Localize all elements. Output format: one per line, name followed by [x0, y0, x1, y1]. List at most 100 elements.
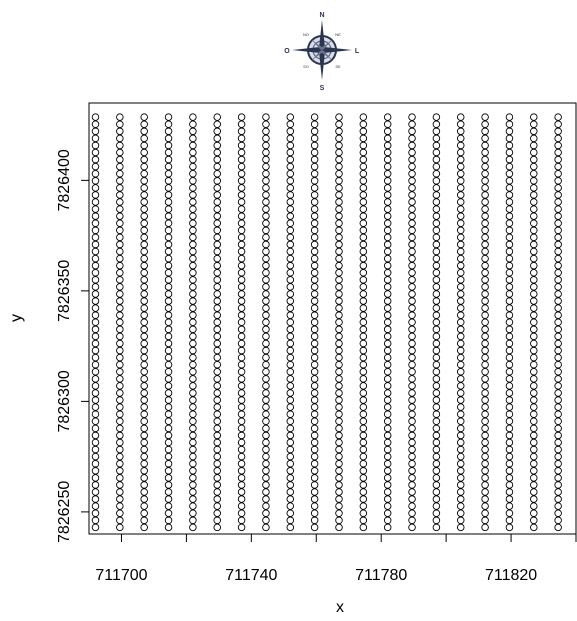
data-point — [383, 516, 392, 525]
data-point — [213, 184, 221, 192]
data-point — [456, 290, 465, 298]
data-point — [456, 502, 465, 510]
data-point — [505, 445, 514, 454]
data-point — [359, 120, 368, 128]
data-point — [359, 290, 368, 298]
data-point — [116, 283, 124, 291]
data-point — [383, 424, 392, 433]
data-point — [140, 226, 148, 235]
data-point — [432, 283, 441, 291]
data-point — [189, 219, 197, 227]
data-point — [505, 304, 514, 312]
data-point — [262, 396, 270, 404]
data-point — [91, 205, 100, 213]
data-point — [554, 254, 562, 263]
data-point — [554, 240, 562, 249]
data-point — [91, 431, 100, 440]
data-point — [213, 353, 221, 362]
data-point — [237, 389, 246, 397]
data-point — [91, 346, 100, 355]
data-point — [554, 191, 562, 199]
data-point — [116, 184, 124, 192]
compass-rose-icon: N S O L NO NE SO SE — [284, 12, 360, 92]
data-point — [189, 339, 197, 348]
data-point — [286, 226, 295, 235]
data-point — [456, 254, 465, 263]
data-point — [408, 219, 416, 227]
data-point — [116, 113, 124, 121]
data-point — [481, 474, 489, 482]
data-point — [213, 247, 221, 256]
data-point — [456, 459, 465, 468]
data-point — [335, 474, 343, 482]
data-point — [91, 141, 100, 150]
data-point — [432, 502, 441, 510]
data-point — [140, 389, 148, 397]
data-point — [140, 353, 148, 362]
data-point — [140, 481, 148, 489]
data-point — [140, 247, 148, 256]
data-point — [213, 254, 221, 263]
data-point — [164, 261, 173, 270]
data-point — [91, 297, 100, 305]
data-point — [481, 523, 489, 532]
data-point — [359, 205, 368, 213]
data-point — [505, 120, 514, 128]
data-point — [213, 177, 221, 185]
data-point — [310, 177, 319, 185]
data-point — [237, 127, 246, 136]
data-point — [335, 141, 343, 150]
data-point — [359, 162, 368, 171]
data-point — [116, 509, 124, 517]
data-point — [383, 488, 392, 496]
data-point — [456, 177, 465, 185]
data-point — [383, 459, 392, 468]
data-point — [164, 205, 173, 213]
data-point — [359, 169, 368, 178]
data-point — [554, 184, 562, 192]
data-point — [530, 396, 538, 404]
data-point — [116, 368, 124, 376]
data-point — [432, 431, 441, 440]
data-point — [383, 127, 392, 136]
data-point — [408, 459, 416, 468]
data-point — [481, 332, 489, 341]
data-point — [91, 488, 100, 496]
data-point — [164, 495, 173, 503]
data-point — [91, 113, 100, 121]
data-point — [481, 353, 489, 362]
data-point — [505, 247, 514, 256]
data-point — [456, 113, 465, 121]
data-point — [383, 375, 392, 383]
data-point — [164, 254, 173, 263]
data-point — [505, 417, 514, 426]
data-point — [189, 233, 197, 242]
data-point — [262, 247, 270, 256]
data-point — [335, 445, 343, 454]
data-point — [505, 353, 514, 362]
data-point — [408, 169, 416, 178]
data-point — [554, 290, 562, 298]
data-point — [456, 141, 465, 150]
data-point — [383, 148, 392, 157]
data-point — [189, 481, 197, 489]
data-point — [335, 339, 343, 348]
data-point — [262, 297, 270, 305]
data-point — [335, 396, 343, 404]
data-point — [481, 247, 489, 256]
data-point — [408, 198, 416, 206]
data-point — [310, 459, 319, 468]
data-point — [408, 148, 416, 157]
data-point — [164, 459, 173, 468]
data-point — [262, 445, 270, 454]
data-point — [237, 141, 246, 150]
x-tick-label: 711700 — [95, 567, 147, 584]
data-point — [310, 254, 319, 263]
data-point — [383, 283, 392, 291]
data-point — [164, 311, 173, 319]
data-point — [140, 417, 148, 426]
data-point — [237, 332, 246, 341]
data-point — [286, 148, 295, 157]
data-point — [359, 304, 368, 312]
data-point — [432, 120, 441, 128]
